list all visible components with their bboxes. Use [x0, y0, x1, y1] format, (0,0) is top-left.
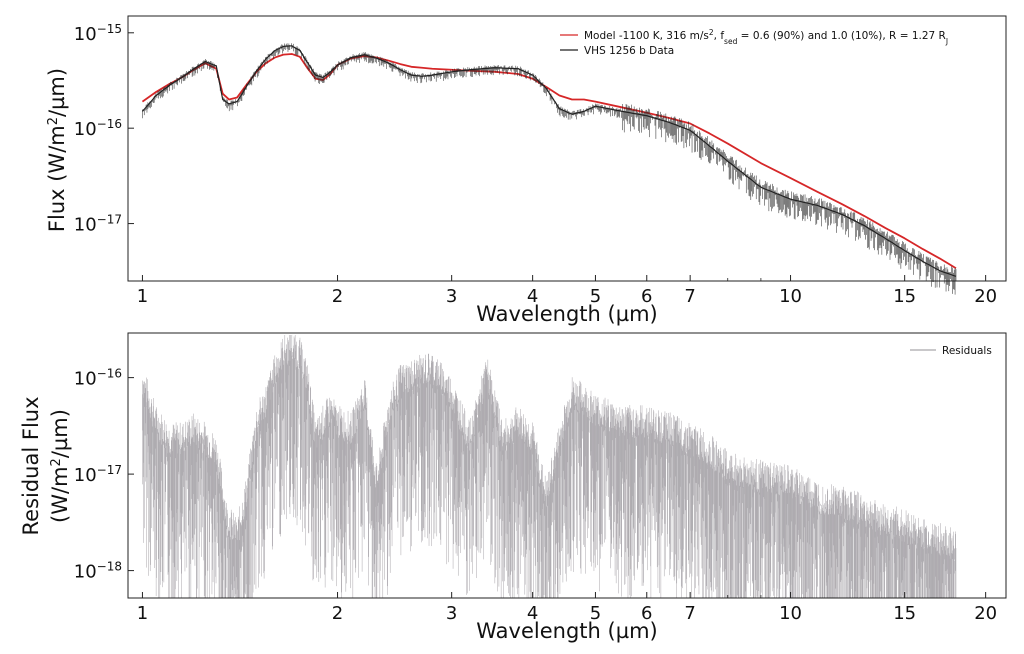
data-series-line [141, 45, 957, 277]
flux-x-tick-label: 5 [590, 286, 601, 307]
residual-x-tick-label: 15 [893, 603, 916, 624]
flux-y-ticks: 10−15 10−16 10−17 [74, 22, 134, 236]
residual-x-tick-label: 1 [137, 603, 148, 624]
data-series-noise [142, 43, 957, 295]
residual-x-tick-label: 3 [446, 603, 457, 624]
residual-x-tick-label: 5 [590, 603, 601, 624]
residual-x-tick-label: 2 [332, 603, 343, 624]
flux-y-axis-label: Flux (W/m2/µm) [45, 68, 69, 232]
flux-x-tick-label: 4 [527, 286, 538, 307]
residual-x-tick-label: 6 [641, 603, 652, 624]
residual-legend: Residuals [910, 345, 992, 357]
residual-x-axis-label: Wavelength (µm) [476, 619, 657, 643]
model-series-line [141, 53, 957, 270]
residual-x-tick-label: 4 [527, 603, 538, 624]
flux-x-tick-label: 20 [974, 286, 997, 307]
flux-axes-frame [127, 15, 1007, 282]
flux-x-tick-label: 1 [137, 286, 148, 307]
residual-y-ticks: 10−16 10−17 10−18 [74, 367, 134, 583]
residual-x-ticks: 1 2 3 4 5 6 7 10 15 20 [137, 592, 997, 624]
flux-x-tick-label: 7 [684, 286, 695, 307]
flux-x-tick-label: 2 [332, 286, 343, 307]
flux-x-tick-label: 15 [893, 286, 916, 307]
residual-series-layer [142, 335, 957, 598]
residual-y-tick-label: 10−16 [74, 367, 122, 390]
residual-y-axis-label-line2: (W/m2/µm) [48, 409, 72, 523]
legend-residuals-label: Residuals [942, 345, 992, 357]
residual-y-axis-label-line1: Residual Flux [19, 396, 43, 535]
flux-x-tick-label: 10 [779, 286, 802, 307]
legend-model-label: Model -1100 K, 316 m/s2, fsed = 0.6 (90%… [584, 28, 948, 46]
residuals-series-line [142, 335, 957, 598]
flux-x-tick-label: 6 [641, 286, 652, 307]
flux-x-axis-label: Wavelength (µm) [476, 302, 657, 326]
residual-y-tick-label: 10−17 [74, 463, 122, 486]
residual-panel: 1 2 3 4 5 6 7 10 15 20 10−16 10−17 10−18 Wavelength… [19, 332, 1007, 643]
flux-x-tick-label: 3 [446, 286, 457, 307]
flux-y-tick-label: 10−17 [74, 213, 122, 236]
residual-axes-frame [127, 332, 1007, 599]
flux-legend: Model -1100 K, 316 m/s2, fsed = 0.6 (90%… [560, 28, 948, 57]
flux-y-tick-label: 10−16 [74, 117, 122, 140]
flux-y-tick-label: 10−15 [74, 22, 122, 45]
flux-panel: 1 2 3 4 5 6 7 10 15 20 10−15 10−16 10−17 Wavelength… [45, 15, 1007, 326]
residual-x-tick-label: 7 [684, 603, 695, 624]
flux-x-ticks: 1 2 3 4 5 6 7 10 15 20 [137, 275, 997, 307]
residual-x-tick-label: 20 [974, 603, 997, 624]
legend-data-label: VHS 1256 b Data [584, 45, 674, 57]
flux-series-layer [141, 43, 957, 295]
residual-x-tick-label: 10 [779, 603, 802, 624]
residual-y-tick-label: 10−18 [74, 560, 122, 583]
